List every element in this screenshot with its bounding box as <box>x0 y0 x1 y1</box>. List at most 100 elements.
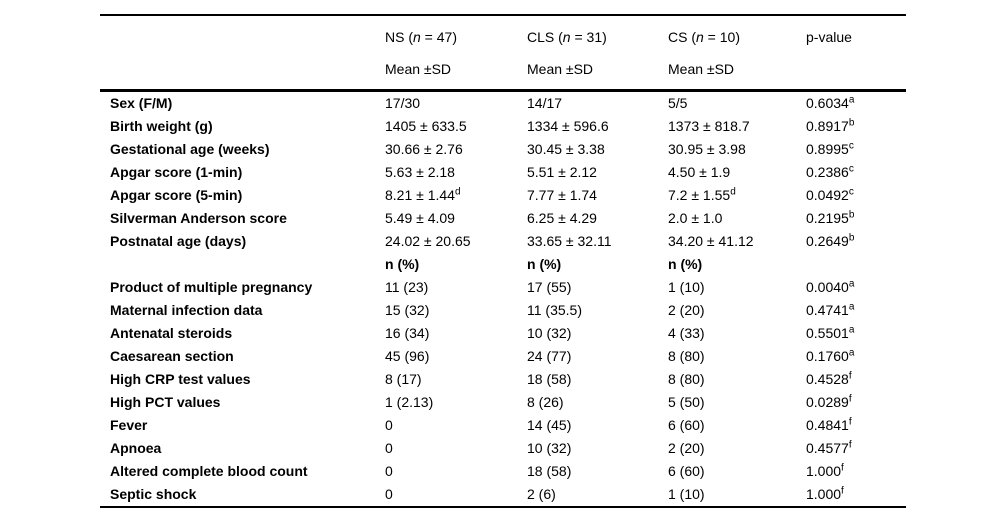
table-row: Altered complete blood count 0 18 (58) 6 (6… <box>100 460 906 483</box>
footnote-marker: f <box>841 485 844 497</box>
subheader-cell: n (%) <box>527 256 562 272</box>
column-header-cls: CLS (n = 31) <box>527 15 668 53</box>
value-cell: 0.0289f <box>806 393 852 410</box>
value-cell: 0.8995c <box>806 140 854 157</box>
value-cell: 24 (77) <box>527 348 572 364</box>
footnote-marker: a <box>848 301 855 313</box>
footnote-marker: d <box>454 186 461 198</box>
value-cell: 16 (34) <box>385 325 430 341</box>
table-row: Silverman Anderson score 5.49 ± 4.09 6.25 … <box>100 207 906 230</box>
row-label: Fever <box>110 417 148 433</box>
value-cell: 0 <box>385 417 393 433</box>
row-label: Septic shock <box>110 486 197 502</box>
footnote-marker: f <box>848 393 852 405</box>
value-cell: 0.2649b <box>806 232 855 249</box>
table-row: Product of multiple pregnancy 11 (23) 17 (… <box>100 276 906 299</box>
value-cell: 10 (32) <box>527 325 572 341</box>
footnote-marker: c <box>848 163 854 175</box>
table-row: High PCT values 1 (2.13) 8 (26) 5 (50) 0.028… <box>100 391 906 414</box>
footnote-marker: b <box>848 117 855 129</box>
column-header-cls-text: CLS ( <box>527 28 563 45</box>
value-cell: 14/17 <box>527 95 563 111</box>
column-header-pvalue-text: p-value <box>806 28 852 45</box>
value-cell: 1.000f <box>806 462 844 479</box>
table-row: Gestational age (weeks) 30.66 ± 2.76 30.45… <box>100 138 906 161</box>
row-label: Maternal infection data <box>110 302 263 318</box>
value-cell: 5 (50) <box>668 394 705 410</box>
table-row: Sex (F/M) 17/30 14/17 5/5 0.6034a <box>100 91 906 116</box>
value-cell: 1373 ± 818.7 <box>668 118 750 134</box>
value-cell: 0.4741a <box>806 301 855 318</box>
value-cell: 0.6034a <box>806 94 855 111</box>
column-header-cs-text: CS ( <box>668 28 696 45</box>
row-label: Sex (F/M) <box>110 95 173 111</box>
value-cell: 17/30 <box>385 95 421 111</box>
value-cell: 2 (6) <box>527 486 556 502</box>
value-cell: 18 (58) <box>527 371 572 387</box>
footnote-marker: a <box>848 347 855 359</box>
table-row: Postnatal age (days) 24.02 ± 20.65 33.65 ±… <box>100 230 906 253</box>
value-cell: 7.2 ± 1.55d <box>668 186 736 203</box>
table-body: Sex (F/M) 17/30 14/17 5/5 0.6034a Birth weigh… <box>100 91 906 508</box>
table-row: Apnoea 0 10 (32) 2 (20) 0.4577f <box>100 437 906 460</box>
subheader-cell <box>806 253 906 276</box>
value-cell: 14 (45) <box>527 417 572 433</box>
column-header-cs: CS (n = 10) <box>668 15 806 53</box>
value-cell: 1405 ± 633.5 <box>385 118 467 134</box>
value-cell: 5.63 ± 2.18 <box>385 164 455 180</box>
value-cell: 1 (2.13) <box>385 394 434 410</box>
row-label: Silverman Anderson score <box>110 210 287 226</box>
value-cell: 18 (58) <box>527 463 572 479</box>
column-header-cs-n: n <box>696 28 704 45</box>
value-cell: 1 (10) <box>668 279 705 295</box>
column-header-row: NS (n = 47) CLS (n = 31) CS (n = 10) p-v… <box>100 15 906 53</box>
value-cell: 11 (35.5) <box>527 302 582 318</box>
footnote-marker: a <box>848 324 855 336</box>
subheader-mean-sd-ns: Mean ±SD <box>385 61 452 77</box>
table-header: NS (n = 47) CLS (n = 31) CS (n = 10) p-v… <box>100 15 906 91</box>
value-cell: 0.8917b <box>806 117 855 134</box>
subheader-cell: n (%) <box>385 256 420 272</box>
value-cell: 0.4528f <box>806 370 852 387</box>
value-cell: 0.1760a <box>806 347 855 364</box>
subheader-mean-sd-cls: Mean ±SD <box>527 61 594 77</box>
table-row: Fever 0 14 (45) 6 (60) 0.4841f <box>100 414 906 437</box>
value-cell: 0.4841f <box>806 416 852 433</box>
table-row: Apgar score (5-min) 8.21 ± 1.44d 7.77 ± 1.… <box>100 184 906 207</box>
column-header-cls-n: n <box>562 28 571 45</box>
value-cell: 0.2386c <box>806 163 854 180</box>
value-cell: 5.51 ± 2.12 <box>527 164 597 180</box>
footnote-marker: f <box>848 439 852 451</box>
footnote-marker: b <box>848 232 855 244</box>
value-cell: 6.25 ± 4.29 <box>527 210 597 226</box>
mean-sd-subheader-row: Mean ±SD Mean ±SD Mean ±SD <box>100 53 906 91</box>
section-subheader-row: n (%) n (%) n (%) <box>100 253 906 276</box>
value-cell: 8 (80) <box>668 371 705 387</box>
value-cell: 6 (60) <box>668 417 705 433</box>
value-cell: 2 (20) <box>668 302 705 318</box>
value-cell: 4 (33) <box>668 325 705 341</box>
row-label: Birth weight (g) <box>110 118 213 134</box>
value-cell: 33.65 ± 32.11 <box>527 233 612 249</box>
column-header-pvalue: p-value <box>806 15 906 53</box>
subheader-empty-cell <box>100 53 385 91</box>
value-cell: 10 (32) <box>527 440 572 456</box>
row-label: Apgar score (5-min) <box>110 187 243 203</box>
value-cell: 15 (32) <box>385 302 430 318</box>
table-row: Caesarean section 45 (96) 24 (77) 8 (80) 0.1… <box>100 345 906 368</box>
value-cell: 30.95 ± 3.98 <box>668 141 746 157</box>
baseline-characteristics-table: NS (n = 47) CLS (n = 31) CS (n = 10) p-v… <box>100 14 906 508</box>
value-cell: 24.02 ± 20.65 <box>385 233 471 249</box>
row-label: Caesarean section <box>110 348 234 364</box>
subheader-pvalue-empty <box>806 53 906 91</box>
value-cell: 45 (96) <box>385 348 430 364</box>
footnote-marker: c <box>848 186 854 198</box>
subheader-mean-sd-cs: Mean ±SD <box>668 61 735 77</box>
value-cell: 8 (80) <box>668 348 705 364</box>
value-cell: 1.000f <box>806 485 844 502</box>
footnote-marker: f <box>841 462 844 474</box>
value-cell: 4.50 ± 1.9 <box>668 164 731 180</box>
row-label: Altered complete blood count <box>110 463 308 479</box>
subheader-cell: n (%) <box>668 256 703 272</box>
value-cell: 17 (55) <box>527 279 572 295</box>
